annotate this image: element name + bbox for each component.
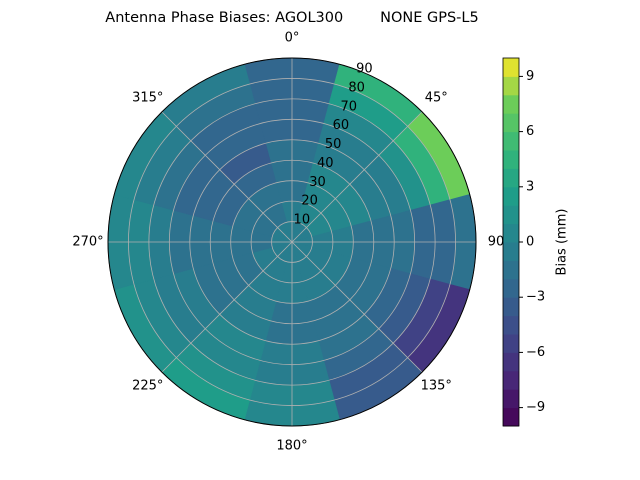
colorbar-band <box>503 352 519 372</box>
colorbar-band <box>503 131 519 151</box>
theta-tick-label: 180° <box>276 439 307 454</box>
colorbar-band <box>503 407 519 427</box>
colorbar-tick-label: −6 <box>526 345 545 360</box>
theta-tick-label: 45° <box>425 90 448 105</box>
colorbar-band <box>503 150 519 169</box>
colorbar-band <box>503 334 519 353</box>
r-tick-label: 40 <box>317 156 334 171</box>
colorbar-band <box>503 242 519 261</box>
colorbar-tick-label: 9 <box>526 69 534 84</box>
r-tick-label: 60 <box>333 118 350 133</box>
colorbar-tick-label: 0 <box>526 235 534 250</box>
colorbar-band <box>503 94 519 114</box>
colorbar-band <box>503 223 519 243</box>
grid-spoke <box>291 241 423 373</box>
colorbar-tick-label: 3 <box>526 179 534 194</box>
colorbar-band <box>503 113 519 133</box>
colorbar-tick-label: −9 <box>526 400 545 415</box>
r-tick-label: 70 <box>340 99 357 114</box>
r-tick-label: 10 <box>294 213 311 228</box>
colorbar-band <box>503 370 519 390</box>
colorbar-band <box>503 186 519 206</box>
r-tick-label: 90 <box>356 62 373 77</box>
colorbar-band <box>503 205 519 225</box>
theta-tick-label: 270° <box>72 235 103 250</box>
colorbar-band <box>503 260 519 280</box>
polar-frame <box>107 57 477 427</box>
colorbar-band <box>503 76 519 96</box>
colorbar-band <box>503 168 519 188</box>
colorbar-band <box>503 297 519 317</box>
colorbar-label: Bias (mm) <box>555 209 570 276</box>
theta-tick-label: 315° <box>132 90 163 105</box>
grid-spoke <box>161 241 293 373</box>
theta-tick-label: 0° <box>285 31 300 46</box>
grid-spoke <box>291 111 423 243</box>
theta-tick-label: 90 <box>488 235 505 250</box>
colorbar-band <box>503 315 519 335</box>
colorbar-tick-label: 6 <box>526 124 534 139</box>
r-tick-label: 80 <box>348 80 365 95</box>
r-tick-label: 20 <box>301 194 318 209</box>
grid-spoke <box>161 111 293 243</box>
colorbar-tick-label: −3 <box>526 290 545 305</box>
colorbar-band <box>503 278 519 298</box>
r-tick-label: 30 <box>309 175 326 190</box>
r-tick-label: 50 <box>325 137 342 152</box>
theta-tick-label: 225° <box>132 379 163 394</box>
chart-title: Antenna Phase Biases: AGOL300 NONE GPS-L… <box>105 10 478 26</box>
colorbar-band <box>503 58 519 77</box>
theta-tick-label: 135° <box>421 379 452 394</box>
colorbar-band <box>503 389 519 409</box>
